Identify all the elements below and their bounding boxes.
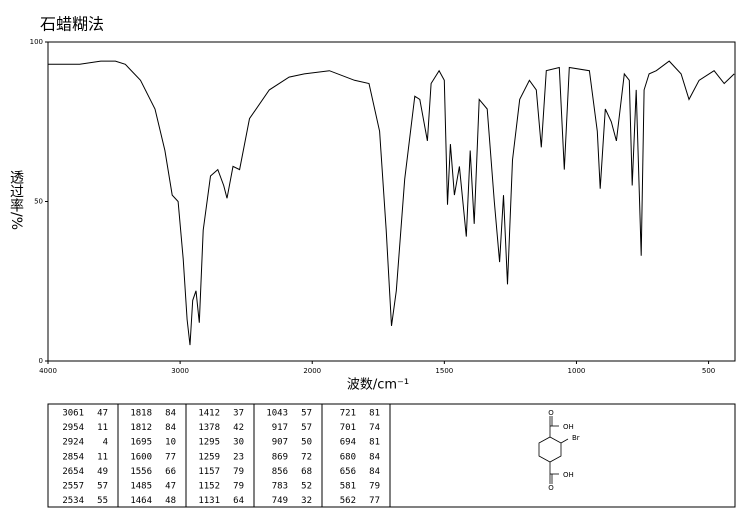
peak-transmittance: 47: [97, 409, 108, 419]
structure-label: OH: [563, 423, 574, 431]
peak-wavenumber: 856: [272, 467, 288, 477]
peak-wavenumber: 701: [340, 423, 356, 433]
peak-transmittance: 64: [233, 496, 244, 506]
structure-label: O: [548, 409, 554, 417]
peak-transmittance: 66: [165, 467, 176, 477]
peak-wavenumber: 907: [272, 438, 288, 448]
peak-transmittance: 37: [233, 409, 244, 419]
y-axis-label: 透过率/%: [8, 170, 24, 230]
peak-transmittance: 11: [97, 423, 108, 433]
x-axis-label: 波数/cm⁻¹: [347, 378, 409, 393]
y-tick-label: 0: [39, 357, 43, 365]
y-tick-label: 100: [30, 38, 43, 46]
peak-transmittance: 10: [165, 438, 176, 448]
peak-wavenumber: 1295: [198, 438, 220, 448]
peak-wavenumber: 680: [340, 452, 356, 462]
peak-wavenumber: 562: [340, 496, 356, 506]
peak-wavenumber: 783: [272, 482, 288, 492]
peak-wavenumber: 2534: [62, 496, 84, 506]
peak-wavenumber: 721: [340, 409, 356, 419]
peak-wavenumber: 2654: [62, 467, 84, 477]
peak-wavenumber: 1412: [198, 409, 220, 419]
peak-transmittance: 42: [233, 423, 244, 433]
structure: [538, 416, 569, 484]
chart-title: 石蜡糊法: [40, 15, 104, 34]
peak-transmittance: 79: [369, 482, 380, 492]
peak-wavenumber: 1818: [130, 409, 152, 419]
peak-transmittance: 72: [301, 452, 312, 462]
structure-label: OH: [563, 471, 574, 479]
peak-wavenumber: 581: [340, 482, 356, 492]
x-tick-label: 1500: [435, 367, 453, 375]
peak-wavenumber: 694: [340, 438, 356, 448]
peak-wavenumber: 1131: [198, 496, 220, 506]
peak-wavenumber: 656: [340, 467, 356, 477]
peak-transmittance: 79: [233, 482, 244, 492]
peak-wavenumber: 749: [272, 496, 288, 506]
x-tick-label: 2000: [303, 367, 321, 375]
structure-label: Br: [572, 434, 580, 442]
structure-label: O: [548, 484, 554, 492]
peak-transmittance: 23: [233, 452, 244, 462]
peak-transmittance: 84: [369, 467, 380, 477]
peak-wavenumber: 1695: [130, 438, 152, 448]
peak-transmittance: 49: [97, 467, 108, 477]
peak-transmittance: 81: [369, 409, 380, 419]
peak-transmittance: 84: [165, 409, 176, 419]
peak-wavenumber: 917: [272, 423, 288, 433]
x-tick-label: 1000: [568, 367, 586, 375]
peak-transmittance: 30: [233, 438, 244, 448]
peak-transmittance: 47: [165, 482, 176, 492]
x-tick-label: 500: [702, 367, 715, 375]
peak-wavenumber: 1259: [198, 452, 220, 462]
peak-transmittance: 74: [369, 423, 380, 433]
peak-wavenumber: 2924: [62, 438, 84, 448]
peak-wavenumber: 2954: [62, 423, 84, 433]
peak-transmittance: 50: [301, 438, 312, 448]
peak-transmittance: 52: [301, 482, 312, 492]
peak-wavenumber: 1812: [130, 423, 152, 433]
peak-wavenumber: 1043: [266, 409, 288, 419]
table-frame: [47, 403, 736, 508]
peak-wavenumber: 3061: [62, 409, 84, 419]
peak-transmittance: 68: [301, 467, 312, 477]
peak-wavenumber: 1556: [130, 467, 152, 477]
peak-transmittance: 79: [233, 467, 244, 477]
peak-wavenumber: 2854: [62, 452, 84, 462]
peak-transmittance: 57: [97, 482, 108, 492]
peak-transmittance: 4: [103, 438, 108, 448]
plot-frame: [47, 41, 736, 362]
peak-transmittance: 32: [301, 496, 312, 506]
peak-transmittance: 77: [165, 452, 176, 462]
peak-wavenumber: 1378: [198, 423, 220, 433]
y-tick-label: 50: [34, 198, 43, 206]
peak-wavenumber: 1600: [130, 452, 152, 462]
x-tick-label: 4000: [39, 367, 57, 375]
peak-wavenumber: 2557: [62, 482, 84, 492]
peak-transmittance: 57: [301, 423, 312, 433]
peak-wavenumber: 1152: [198, 482, 220, 492]
peak-transmittance: 84: [369, 452, 380, 462]
peak-transmittance: 77: [369, 496, 380, 506]
peak-wavenumber: 869: [272, 452, 288, 462]
peak-transmittance: 55: [97, 496, 108, 506]
peak-transmittance: 48: [165, 496, 176, 506]
peak-transmittance: 57: [301, 409, 312, 419]
peak-transmittance: 84: [165, 423, 176, 433]
spectrum-line: [48, 60, 735, 346]
peak-transmittance: 11: [97, 452, 108, 462]
peak-wavenumber: 1157: [198, 467, 220, 477]
peak-wavenumber: 1464: [130, 496, 152, 506]
peak-wavenumber: 1485: [130, 482, 152, 492]
x-tick-label: 3000: [171, 367, 189, 375]
peak-transmittance: 81: [369, 438, 380, 448]
